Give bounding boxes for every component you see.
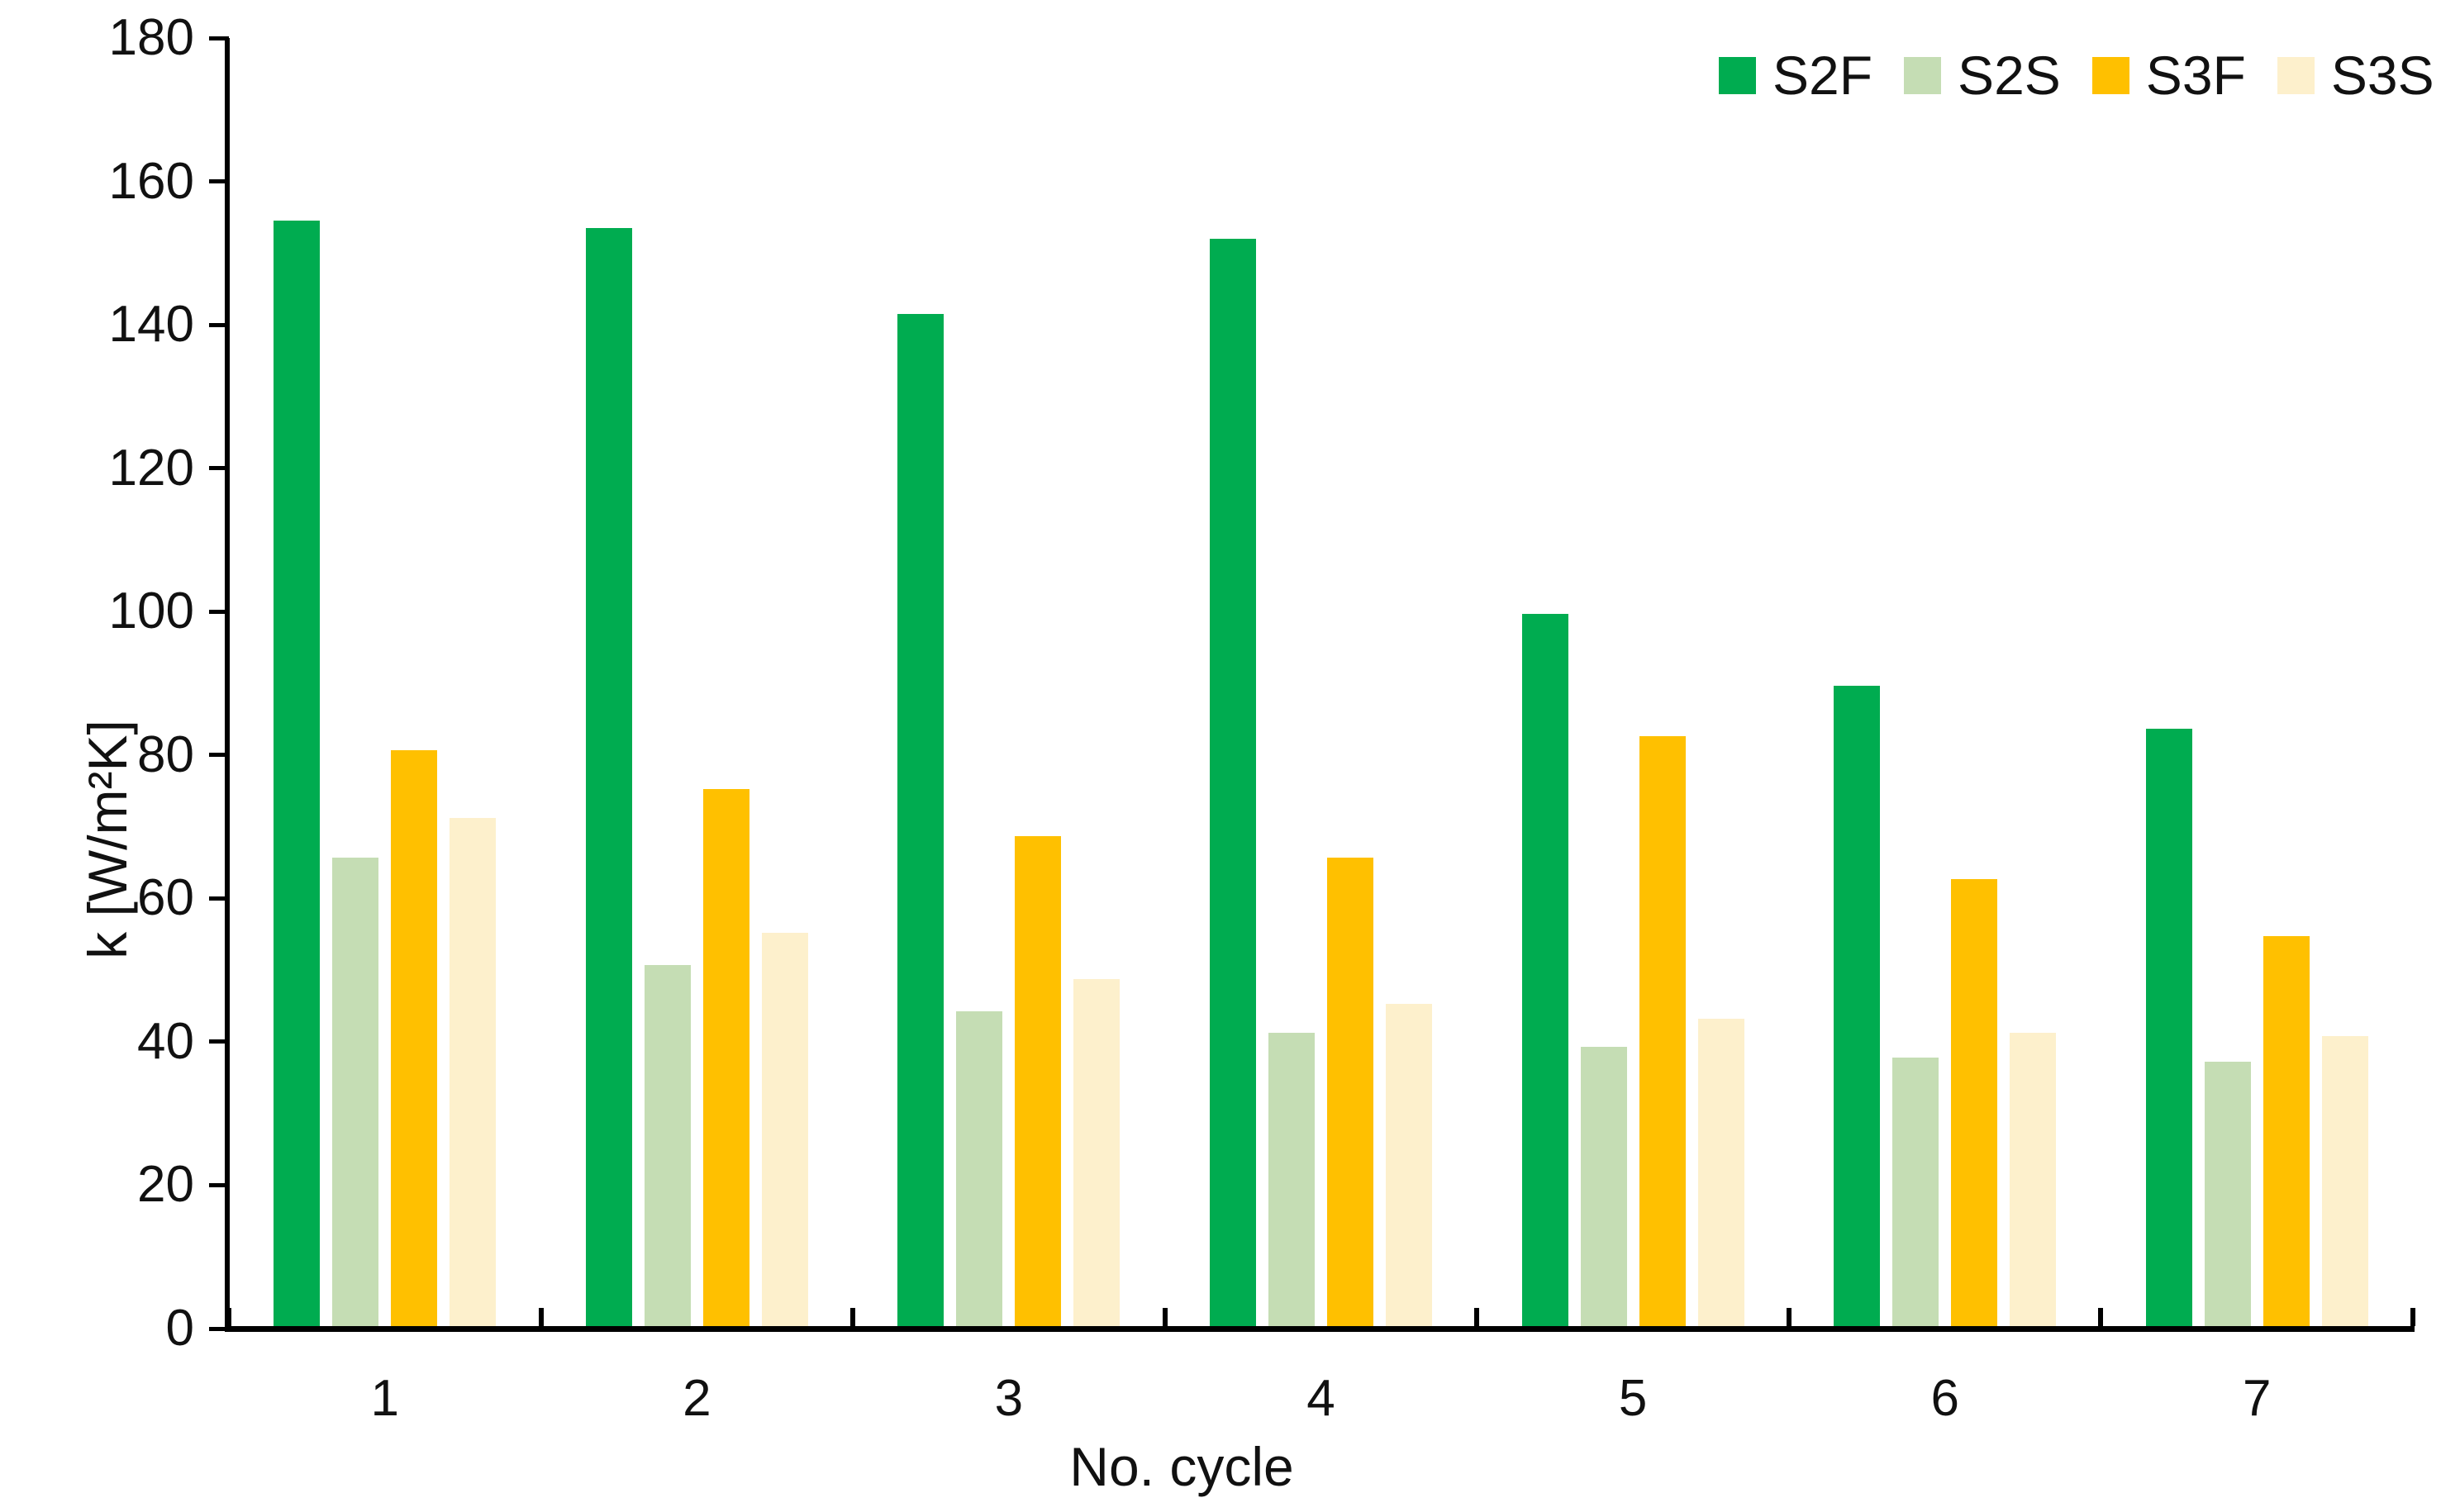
legend-item-s2s: S2S <box>1904 48 2061 102</box>
x-category-label-6: 6 <box>1930 1370 1959 1427</box>
bar-s2f-cycle-2 <box>585 227 632 1326</box>
x-boundary-tick-0 <box>226 1308 231 1326</box>
bar-s3f-cycle-3 <box>1015 835 1062 1326</box>
bar-s3f-cycle-1 <box>391 749 438 1326</box>
y-tick-180 <box>209 36 229 40</box>
x-boundary-tick-6 <box>2098 1308 2104 1326</box>
y-tick-100 <box>209 609 229 614</box>
x-boundary-tick-2 <box>850 1308 856 1326</box>
legend-marker-s3s <box>2277 56 2315 94</box>
legend-label-s3s: S3S <box>2330 45 2434 106</box>
legend-item-s2f: S2F <box>1719 48 1872 102</box>
y-tick-120 <box>209 466 229 471</box>
bar-s3s-cycle-5 <box>1697 1018 1744 1326</box>
bar-s2f-cycle-5 <box>1521 614 1568 1326</box>
y-tick-label-0: 0 <box>165 1300 194 1357</box>
x-axis-line <box>225 1326 2415 1332</box>
y-tick-160 <box>209 179 229 184</box>
chart-legend: S2F S2S S3F S3S <box>1719 48 2434 102</box>
x-axis-title: No. cycle <box>1069 1436 1294 1497</box>
y-tick-label-180: 180 <box>108 9 194 66</box>
bar-s2f-cycle-4 <box>1210 238 1257 1326</box>
legend-marker-s3f <box>2091 56 2129 94</box>
bar-s3f-cycle-2 <box>702 789 749 1326</box>
x-boundary-tick-4 <box>1474 1308 1480 1326</box>
legend-label-s2f: S2F <box>1772 45 1873 106</box>
y-tick-140 <box>209 322 229 327</box>
bar-s3s-cycle-1 <box>450 818 497 1326</box>
bar-s2s-cycle-7 <box>2204 1061 2251 1326</box>
y-axis-line <box>225 38 230 1331</box>
category-group-cycle-6 <box>1789 38 2101 1326</box>
bar-s3s-cycle-6 <box>2010 1032 2057 1326</box>
y-tick-label-20: 20 <box>137 1156 194 1214</box>
category-group-cycle-3 <box>853 38 1165 1326</box>
legend-marker-s2f <box>1719 56 1756 94</box>
legend-marker-s2s <box>1904 56 1942 94</box>
legend-item-s3s: S3S <box>2277 48 2434 102</box>
category-group-cycle-2 <box>541 38 854 1326</box>
x-category-label-5: 5 <box>1618 1370 1648 1427</box>
x-category-label-4: 4 <box>1306 1370 1335 1427</box>
legend-label-s3f: S3F <box>2145 45 2246 106</box>
legend-item-s3f: S3F <box>2091 45 2246 106</box>
x-boundary-tick-3 <box>1162 1308 1168 1326</box>
bar-s2s-cycle-5 <box>1580 1047 1627 1326</box>
bar-s3f-cycle-6 <box>1951 878 1998 1326</box>
bar-s2f-cycle-6 <box>1834 685 1881 1326</box>
bar-s3s-cycle-2 <box>761 932 808 1326</box>
y-tick-40 <box>209 1039 229 1044</box>
bar-s2f-cycle-7 <box>2145 728 2192 1326</box>
bar-s3s-cycle-3 <box>1073 978 1121 1326</box>
bar-s3f-cycle-4 <box>1327 857 1374 1326</box>
y-tick-label-60: 60 <box>137 869 194 927</box>
category-group-cycle-7 <box>2101 38 2413 1326</box>
category-group-cycle-4 <box>1165 38 1477 1326</box>
bar-s2s-cycle-3 <box>956 1010 1003 1326</box>
x-boundary-tick-5 <box>1786 1308 1791 1326</box>
x-category-label-1: 1 <box>370 1370 400 1427</box>
bar-s3f-cycle-7 <box>2263 936 2310 1326</box>
category-group-cycle-5 <box>1477 38 1789 1326</box>
y-tick-label-160: 160 <box>108 152 194 210</box>
category-group-cycle-1 <box>229 38 541 1326</box>
x-boundary-tick-7 <box>2410 1308 2415 1326</box>
bar-s2s-cycle-1 <box>332 857 379 1326</box>
y-tick-0 <box>209 1326 229 1331</box>
x-category-label-3: 3 <box>994 1370 1024 1427</box>
y-tick-label-100: 100 <box>108 582 194 640</box>
y-tick-80 <box>209 753 229 758</box>
bar-s3s-cycle-7 <box>2321 1036 2368 1326</box>
x-category-label-2: 2 <box>683 1370 711 1427</box>
y-tick-20 <box>209 1182 229 1187</box>
bar-s2s-cycle-4 <box>1268 1032 1316 1326</box>
bar-s2f-cycle-1 <box>274 220 321 1326</box>
legend-label-s2s: S2S <box>1958 45 2061 106</box>
y-tick-60 <box>209 896 229 901</box>
y-tick-label-80: 80 <box>137 725 194 783</box>
bar-s2s-cycle-2 <box>644 964 691 1326</box>
plot-area <box>229 38 2413 1326</box>
y-tick-label-120: 120 <box>108 439 194 497</box>
bar-s3f-cycle-5 <box>1639 735 1686 1326</box>
y-tick-label-40: 40 <box>137 1012 194 1070</box>
bar-s3s-cycle-4 <box>1386 1004 1433 1326</box>
y-tick-label-140: 140 <box>108 296 194 354</box>
bar-s2s-cycle-6 <box>1892 1058 1939 1326</box>
x-category-label-7: 7 <box>2242 1370 2272 1427</box>
bar-s2f-cycle-3 <box>897 313 945 1326</box>
x-boundary-tick-1 <box>538 1308 544 1326</box>
